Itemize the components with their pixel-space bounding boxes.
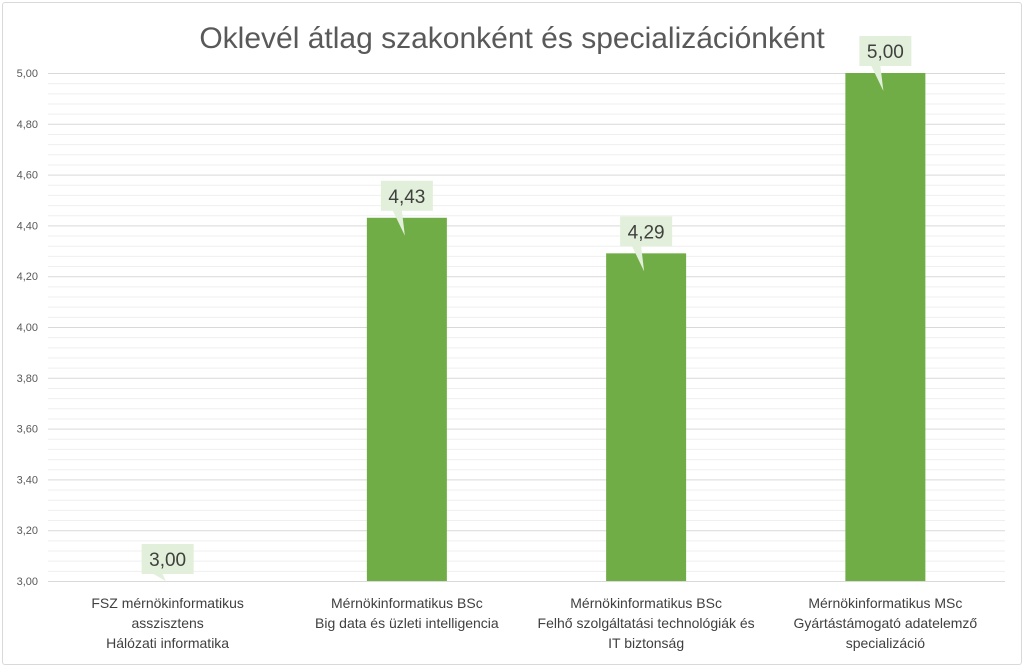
data-label: 3,00 [149, 550, 186, 571]
y-tick-label: 3,40 [17, 474, 38, 486]
bar [606, 253, 687, 581]
y-tick-label: 3,00 [17, 576, 38, 588]
chart-title: Oklevél átlag szakonként és specializáci… [199, 22, 825, 55]
category-label: Gyártástámogató adatelemző [794, 615, 978, 631]
y-tick-label: 5,00 [17, 68, 38, 80]
data-label-callout [141, 544, 194, 581]
bar [845, 73, 926, 581]
data-label: 4,43 [388, 187, 425, 208]
y-tick-label: 4,60 [17, 170, 38, 182]
category-label: Mérnökinformatikus BSc [331, 595, 483, 611]
category-label: Big data és üzleti intelligencia [315, 615, 499, 631]
category-label: IT biztonság [608, 635, 684, 651]
category-label: specializáció [846, 635, 926, 651]
data-label-callout [380, 180, 433, 236]
data-label-callout [859, 36, 912, 91]
category-label: Mérnökinformatikus BSc [570, 595, 722, 611]
category-label: asszisztens [131, 615, 203, 631]
category-label: Mérnökinformatikus MSc [808, 595, 962, 611]
data-label: 5,00 [867, 42, 904, 63]
y-tick-label: 4,20 [17, 271, 38, 283]
y-tick-label: 4,40 [17, 220, 38, 232]
y-tick-label: 4,80 [17, 119, 38, 131]
data-label-callout [620, 216, 673, 272]
category-label: FSZ mérnökinformatikus [91, 595, 243, 611]
y-tick-label: 3,60 [17, 424, 38, 436]
category-label: Felhő szolgáltatási technológiák és [538, 615, 755, 631]
y-tick-label: 3,20 [17, 525, 38, 537]
category-label: Hálózati informatika [106, 635, 229, 651]
bar [366, 217, 447, 581]
y-tick-label: 4,00 [17, 322, 38, 334]
y-tick-label: 3,80 [17, 373, 38, 385]
data-label: 4,29 [628, 222, 665, 243]
